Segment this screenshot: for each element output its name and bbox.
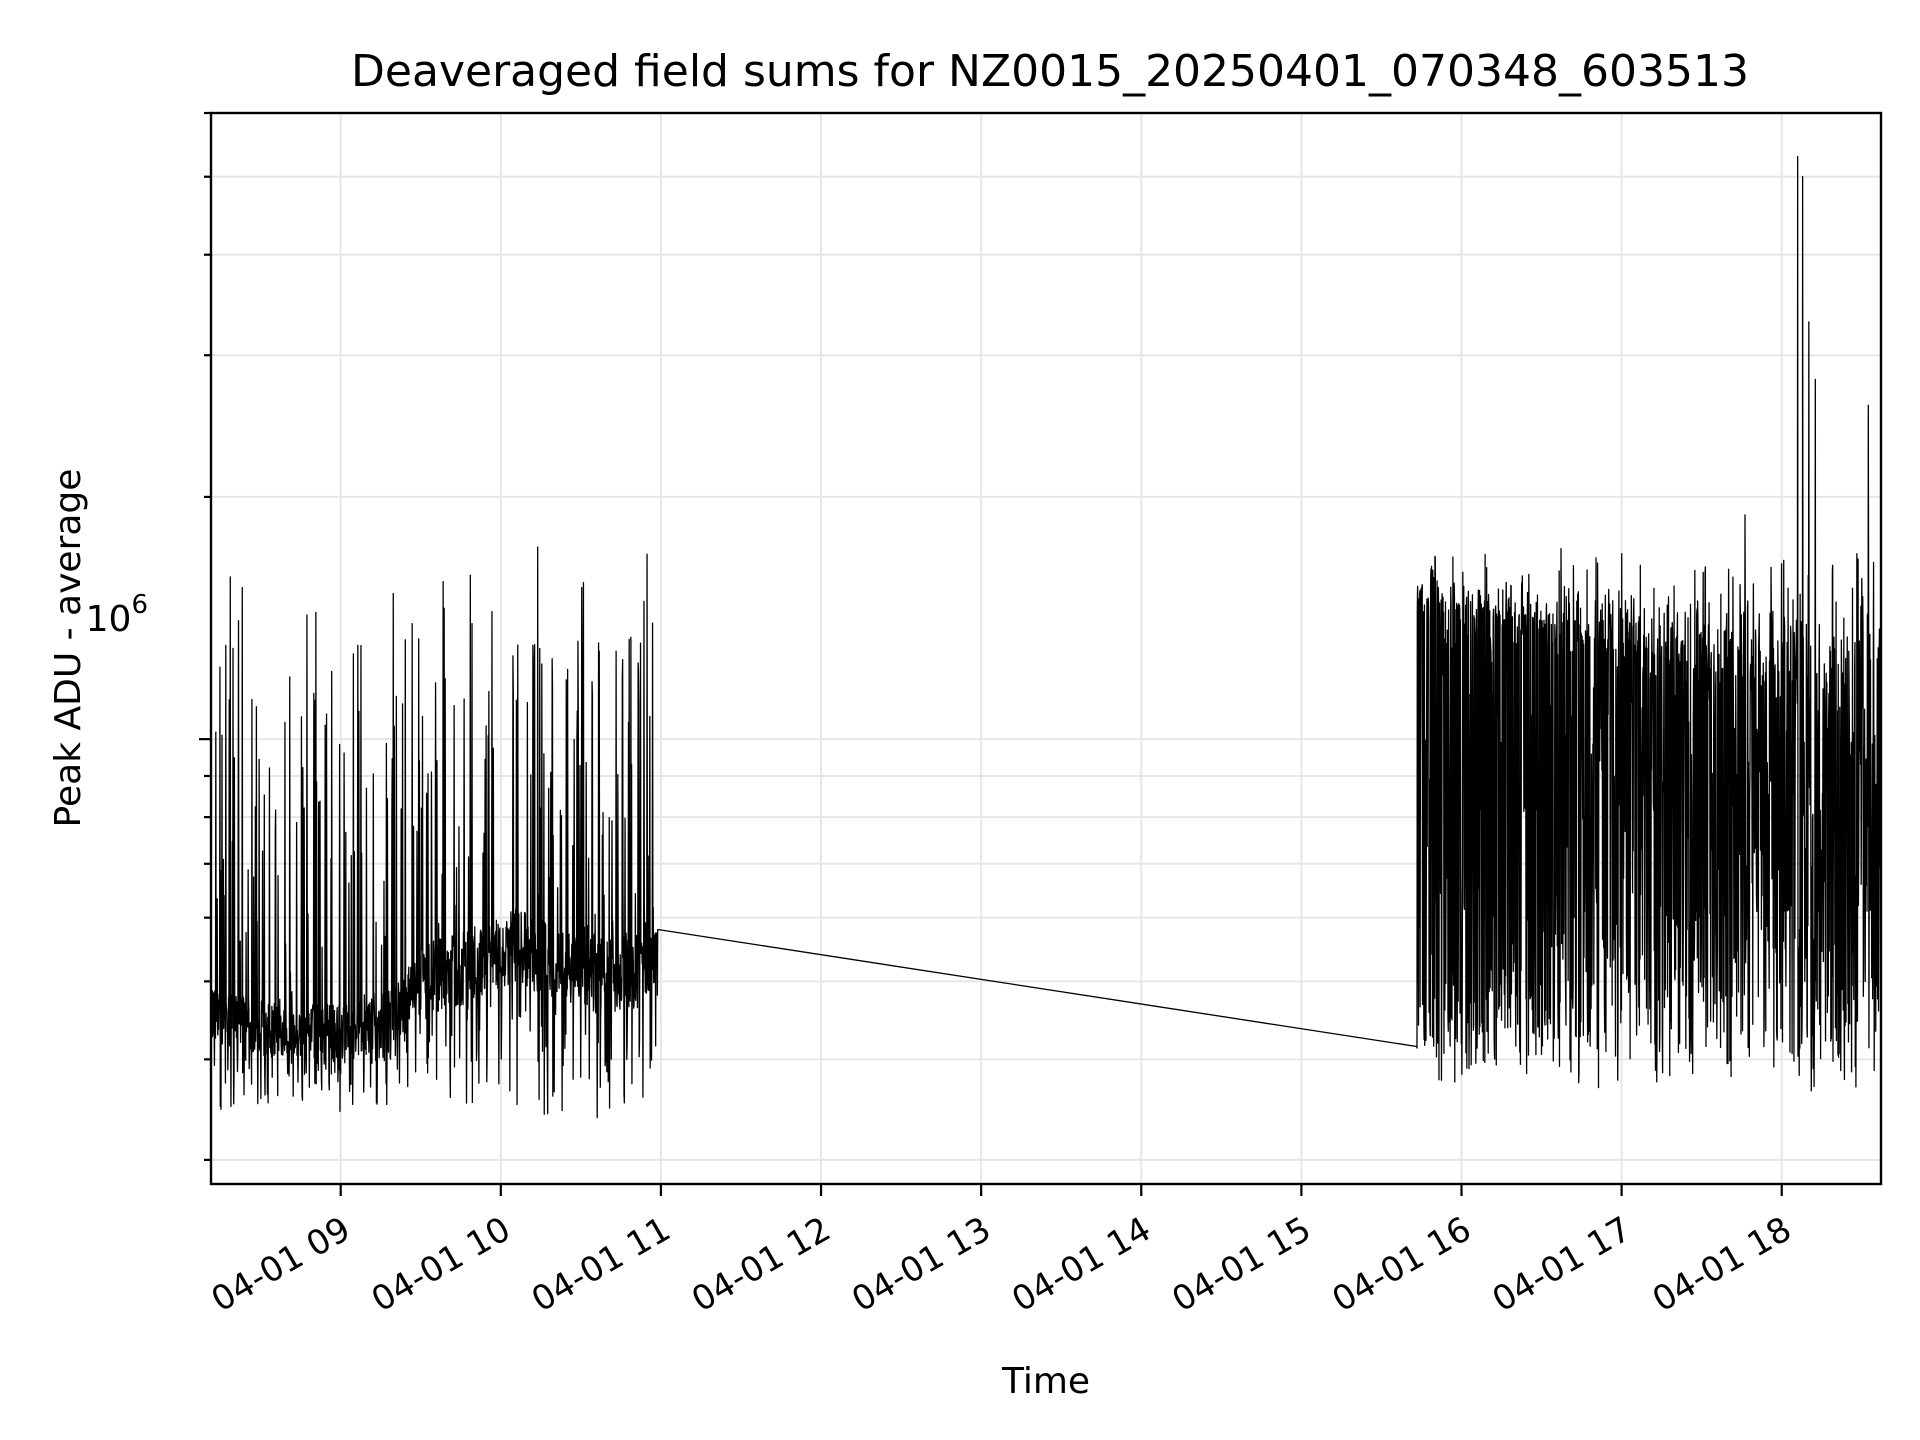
x-axis-label: Time — [1001, 1361, 1090, 1402]
series-group — [210, 155, 1882, 1119]
y-ticks — [199, 111, 211, 1161]
y-tick-base: 10 — [86, 599, 132, 640]
y-tick-exponent: 6 — [131, 590, 148, 620]
chart-title: Deaveraged field sums for NZ0015_2025040… — [351, 46, 1749, 97]
plot-frame — [209, 111, 1883, 1186]
y-tick-label: 106 — [86, 590, 148, 640]
y-axis-label: Peak ADU - average — [48, 469, 89, 828]
series-line — [210, 155, 1882, 1119]
